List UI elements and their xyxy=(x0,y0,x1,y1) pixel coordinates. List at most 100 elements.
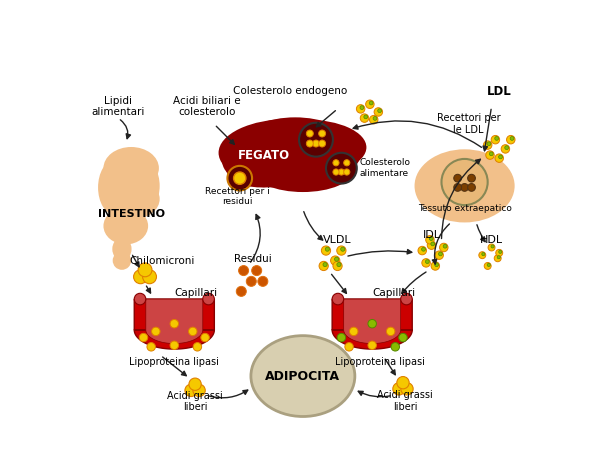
Text: Capillari: Capillari xyxy=(174,288,217,298)
Text: Lipoproteina lipasi: Lipoproteina lipasi xyxy=(335,357,425,367)
Circle shape xyxy=(435,263,438,267)
Circle shape xyxy=(113,252,131,270)
Circle shape xyxy=(369,115,378,124)
Circle shape xyxy=(203,293,214,305)
Circle shape xyxy=(341,247,345,251)
Circle shape xyxy=(239,266,249,276)
Circle shape xyxy=(495,154,504,162)
Circle shape xyxy=(391,342,400,351)
Circle shape xyxy=(401,293,412,305)
Ellipse shape xyxy=(415,149,514,222)
Text: Acidi grassi
liberi: Acidi grassi liberi xyxy=(167,390,223,412)
Circle shape xyxy=(364,115,368,119)
Circle shape xyxy=(399,333,407,342)
Circle shape xyxy=(344,169,350,175)
Circle shape xyxy=(193,384,206,397)
Circle shape xyxy=(387,327,395,336)
Ellipse shape xyxy=(98,161,131,214)
Circle shape xyxy=(143,270,156,284)
Circle shape xyxy=(344,160,350,166)
Circle shape xyxy=(431,242,435,246)
Ellipse shape xyxy=(247,120,366,175)
Circle shape xyxy=(487,263,490,267)
Circle shape xyxy=(454,184,462,191)
Circle shape xyxy=(185,384,197,397)
Text: Acidi biliari e
colesterolo: Acidi biliari e colesterolo xyxy=(173,96,241,117)
Ellipse shape xyxy=(222,133,314,187)
Text: FEGATO: FEGATO xyxy=(238,148,290,162)
Circle shape xyxy=(510,137,514,140)
Circle shape xyxy=(326,153,357,184)
Ellipse shape xyxy=(245,117,345,162)
Circle shape xyxy=(349,327,358,336)
Circle shape xyxy=(488,244,495,251)
Circle shape xyxy=(454,174,462,182)
Circle shape xyxy=(368,341,377,349)
Circle shape xyxy=(498,155,503,159)
Circle shape xyxy=(484,262,491,269)
Circle shape xyxy=(487,142,491,146)
Circle shape xyxy=(247,276,256,286)
Circle shape xyxy=(378,109,381,113)
Text: Chilomicroni: Chilomicroni xyxy=(129,256,195,266)
Circle shape xyxy=(326,247,330,251)
Circle shape xyxy=(337,333,346,342)
Circle shape xyxy=(236,286,247,296)
Circle shape xyxy=(252,266,262,276)
Circle shape xyxy=(486,151,494,159)
Circle shape xyxy=(319,261,328,270)
Circle shape xyxy=(505,146,508,150)
Circle shape xyxy=(501,145,510,153)
Circle shape xyxy=(422,259,430,267)
Circle shape xyxy=(312,140,320,147)
Polygon shape xyxy=(332,299,412,349)
Circle shape xyxy=(467,174,475,182)
Circle shape xyxy=(373,116,377,120)
Circle shape xyxy=(233,172,246,184)
Text: Recettori per
le LDL: Recettori per le LDL xyxy=(437,114,500,135)
Circle shape xyxy=(138,263,152,277)
Polygon shape xyxy=(134,299,214,349)
Circle shape xyxy=(374,108,383,116)
Circle shape xyxy=(139,333,148,342)
Circle shape xyxy=(426,236,434,244)
Circle shape xyxy=(337,246,346,255)
Circle shape xyxy=(369,101,373,105)
Circle shape xyxy=(360,106,364,110)
Text: INTESTINO: INTESTINO xyxy=(97,210,165,219)
Text: Lipoproteina lipasi: Lipoproteina lipasi xyxy=(129,357,219,367)
Ellipse shape xyxy=(103,147,159,189)
Circle shape xyxy=(397,376,409,389)
Circle shape xyxy=(170,319,179,328)
Ellipse shape xyxy=(253,149,353,192)
Circle shape xyxy=(228,166,252,190)
Circle shape xyxy=(147,342,156,351)
Text: Tessuto extraepatico: Tessuto extraepatico xyxy=(418,204,511,213)
Circle shape xyxy=(494,255,501,262)
Circle shape xyxy=(151,327,160,336)
Circle shape xyxy=(496,250,503,256)
Circle shape xyxy=(489,152,493,156)
Circle shape xyxy=(491,245,494,248)
Circle shape xyxy=(332,293,344,305)
Text: Colesterolo endogeno: Colesterolo endogeno xyxy=(233,86,347,96)
Circle shape xyxy=(333,160,339,166)
Circle shape xyxy=(188,327,197,336)
Circle shape xyxy=(299,123,333,157)
Circle shape xyxy=(438,252,443,256)
Circle shape xyxy=(334,257,339,261)
Circle shape xyxy=(258,276,268,286)
Circle shape xyxy=(479,252,486,259)
Circle shape xyxy=(321,246,331,255)
Circle shape xyxy=(366,100,374,108)
Ellipse shape xyxy=(226,149,295,187)
Circle shape xyxy=(461,184,469,191)
Circle shape xyxy=(497,256,500,259)
Circle shape xyxy=(418,246,426,255)
Circle shape xyxy=(484,141,492,149)
Circle shape xyxy=(422,247,425,251)
Circle shape xyxy=(134,293,146,305)
Circle shape xyxy=(339,169,345,175)
Circle shape xyxy=(431,262,440,270)
Text: LDL: LDL xyxy=(487,85,511,97)
